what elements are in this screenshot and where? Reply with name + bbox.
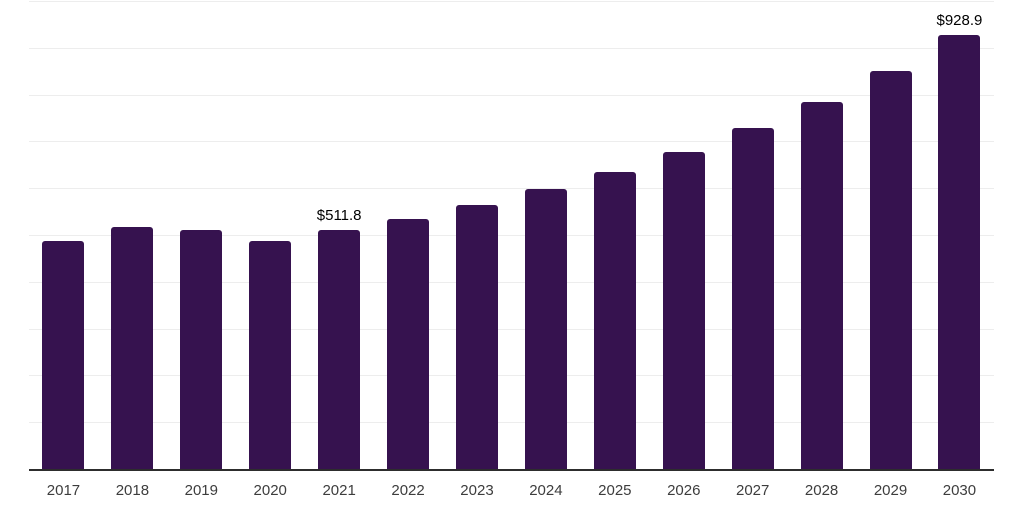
bar-slot: $511.8 <box>305 2 374 470</box>
gridline <box>29 94 994 96</box>
bar-slot <box>98 2 167 470</box>
bar-2017 <box>42 241 85 470</box>
bar-slot <box>443 2 512 470</box>
x-tick-label-2027: 2027 <box>735 482 770 499</box>
bar-2020 <box>249 240 292 470</box>
bar-slot: $928.9 <box>925 2 994 470</box>
bar-slot <box>29 2 98 470</box>
bar-slot <box>580 2 649 470</box>
bar-2026 <box>662 151 705 470</box>
gridline <box>29 422 994 424</box>
bar-2029 <box>869 70 912 470</box>
gridline <box>29 235 994 236</box>
x-tick-label-2030: 2030 <box>942 482 977 499</box>
bar-slot <box>856 2 925 470</box>
gridline <box>29 281 994 283</box>
bar-slot <box>649 2 718 470</box>
x-tick-label-2024: 2024 <box>529 482 563 499</box>
gridline <box>29 188 994 190</box>
bar-slot <box>787 2 856 470</box>
bar-2027 <box>731 127 774 470</box>
x-tick-label-2028: 2028 <box>804 482 839 499</box>
bar-slot <box>718 2 787 470</box>
bar-2018 <box>111 227 154 470</box>
gridline <box>29 328 994 330</box>
bar-value-label-2030: $928.9 <box>936 12 983 30</box>
x-tick-label-2029: 2029 <box>873 482 908 499</box>
bar-slot <box>511 2 580 470</box>
x-tick-label-2018: 2018 <box>115 482 150 499</box>
plot-area: $511.8 $928.9 <box>29 1 994 470</box>
x-axis-labels: 2017 2018 2019 2020 2021 2022 2023 2024 2025 2026… <box>29 471 994 498</box>
gridline <box>29 47 994 49</box>
gridline <box>29 141 994 143</box>
x-tick-label-2021: 2021 <box>322 482 356 499</box>
x-tick-label-2025: 2025 <box>598 482 632 499</box>
bars-container: $511.8 $928.9 <box>29 2 994 470</box>
bar-2028 <box>800 101 843 470</box>
x-tick-label-2020: 2020 <box>253 482 287 499</box>
gridline <box>29 375 994 377</box>
bar-2024 <box>524 189 567 470</box>
bar-2030: $928.9 <box>936 13 982 470</box>
bar-2022 <box>387 218 430 470</box>
bar-2025 <box>593 172 636 470</box>
bar-value-label-2021: $511.8 <box>316 207 362 225</box>
bar-slot <box>167 2 236 470</box>
x-tick-label-2026: 2026 <box>667 482 701 499</box>
gridline <box>29 1 994 2</box>
x-tick-label-2022: 2022 <box>391 482 425 499</box>
x-tick-label-2019: 2019 <box>184 482 218 499</box>
bar-slot <box>236 2 305 470</box>
bar-2019 <box>180 229 223 470</box>
bar-2021: $511.8 <box>317 208 362 470</box>
x-tick-label-2023: 2023 <box>460 482 494 499</box>
x-axis-line <box>29 469 994 471</box>
bar-slot <box>374 2 443 470</box>
x-tick-label-2017: 2017 <box>46 482 81 499</box>
bar-2023 <box>455 204 498 470</box>
